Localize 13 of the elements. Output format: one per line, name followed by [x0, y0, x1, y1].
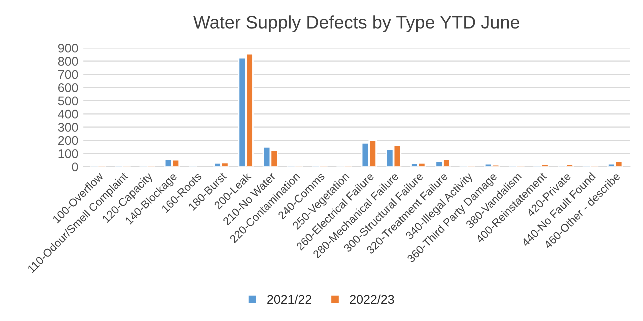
y-tick-label: 100	[58, 150, 78, 158]
chart-title: Water Supply Defects by Type YTD June	[194, 16, 520, 32]
y-tick-label: 800	[58, 57, 78, 66]
legend-label: 2021/22	[268, 294, 312, 304]
y-tick-label: 300	[58, 123, 78, 132]
y-tick-label: 500	[58, 96, 78, 106]
y-tick-label: 0	[72, 162, 78, 172]
y-tick-label: 900	[58, 44, 78, 53]
y-tick-label: 700	[58, 70, 78, 80]
y-tick-label: 400	[58, 110, 78, 119]
y-tick-label: 200	[58, 136, 78, 146]
legend-label: 2022/23	[350, 294, 394, 304]
y-tick-label: 600	[58, 84, 78, 92]
